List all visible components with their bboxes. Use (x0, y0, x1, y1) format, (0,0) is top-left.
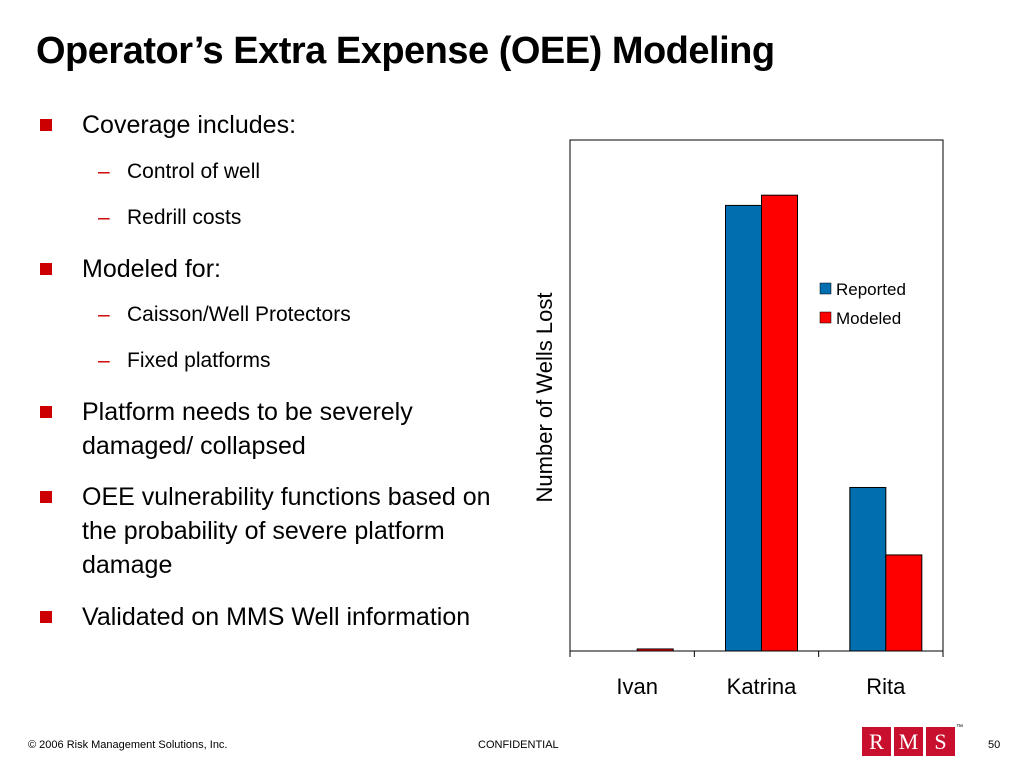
sub-bullet-marker: – (98, 303, 110, 326)
bullet-text: Validated on MMS Well information (82, 603, 471, 631)
bullet-marker (40, 406, 52, 418)
bullet-text: Platform needs to be severely damaged/ c… (82, 398, 413, 460)
sub-bullet-text: Fixed platforms (127, 349, 271, 372)
confidential: CONFIDENTIAL (478, 739, 559, 751)
sub-bullet-text: Redrill costs (127, 206, 242, 229)
y-axis-label: Number of Wells Lost (532, 293, 557, 503)
x-tick-label: Rita (866, 674, 906, 699)
legend-label: Modeled (836, 309, 901, 328)
logo-letter: R (862, 727, 891, 756)
legend-swatch (819, 282, 832, 295)
bar (849, 486, 887, 652)
logo-letter: S (926, 727, 955, 756)
sub-bullet-text: Control of well (127, 160, 261, 183)
sub-bullet-marker: – (98, 349, 110, 372)
sub-bullet-text: Caisson/Well Protectors (127, 303, 351, 326)
bullet-text: Modeled for: (82, 255, 221, 283)
legend-swatch (819, 311, 832, 324)
bullet-marker (40, 119, 52, 131)
slide-title: Operator’s Extra Expense (OEE) Modeling (36, 30, 775, 72)
bullet-marker (40, 611, 52, 623)
sub-bullet-marker: – (98, 206, 110, 229)
bullet-text: Coverage includes: (82, 111, 297, 139)
x-tick-label: Ivan (616, 674, 658, 699)
bar (636, 648, 674, 652)
sub-bullet-marker: – (98, 160, 110, 183)
bullet-text: OEE vulnerability functions based on the… (82, 483, 491, 579)
page-number: 50 (988, 739, 1001, 751)
legend-label: Reported (836, 280, 906, 299)
bullet-marker (40, 491, 52, 503)
logo-letter: M (894, 727, 923, 756)
trademark: ™ (956, 724, 963, 731)
bar (885, 554, 923, 652)
bar (761, 194, 798, 652)
x-tick-label: Katrina (727, 674, 797, 699)
bullet-marker (40, 263, 52, 275)
bar (725, 204, 762, 652)
copyright: © 2006 Risk Management Solutions, Inc. (28, 739, 228, 751)
